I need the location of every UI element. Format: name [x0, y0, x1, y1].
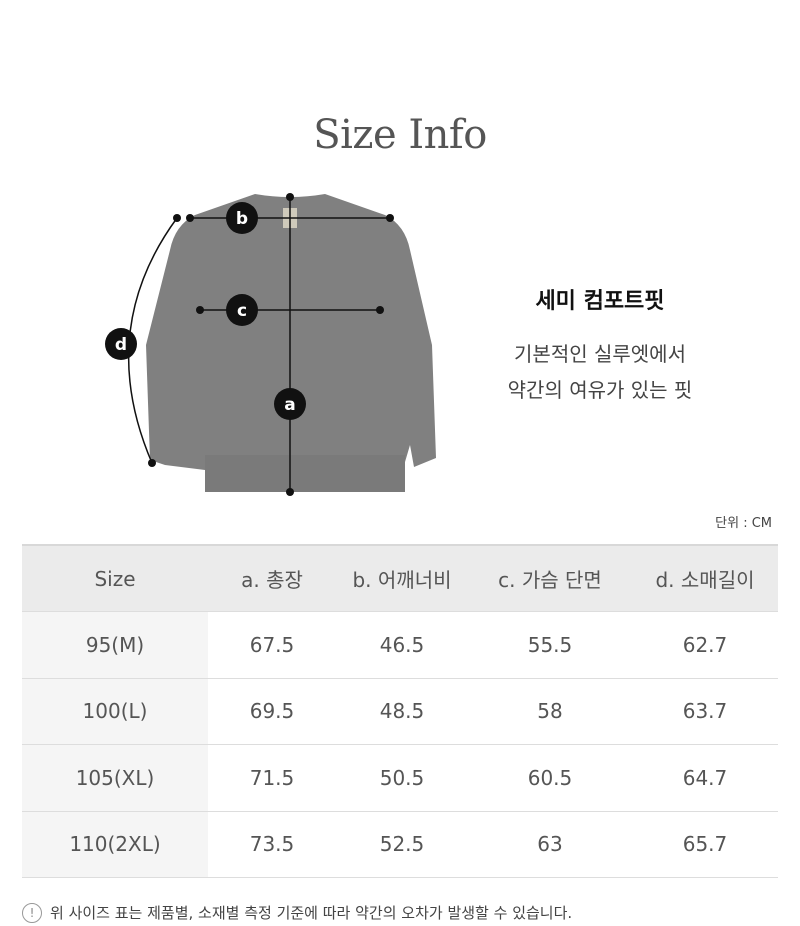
table-row: 100(L) 69.5 48.5 58 63.7 — [22, 678, 778, 745]
cell: 110(2XL) — [22, 811, 208, 878]
cell: 63 — [468, 811, 632, 878]
size-diagram: b c a d — [105, 193, 436, 496]
table-row: 105(XL) 71.5 50.5 60.5 64.7 — [22, 744, 778, 812]
fit-description: 기본적인 실루엣에서 약간의 여유가 있는 핏 — [470, 336, 730, 408]
cell: 105(XL) — [22, 744, 208, 812]
cell: 67.5 — [208, 611, 336, 679]
cell: 71.5 — [208, 744, 336, 812]
header-size: Size — [22, 544, 208, 612]
cell: 60.5 — [468, 744, 632, 812]
header-sleeve: d. 소매길이 — [632, 544, 778, 612]
cell: 69.5 — [208, 678, 336, 745]
marker-a-label: a — [284, 395, 295, 415]
page-title: Size Info — [313, 112, 487, 158]
header-length: a. 총장 — [208, 544, 336, 612]
header-shoulder: b. 어깨너비 — [336, 544, 468, 612]
header-chest: c. 가슴 단면 — [468, 544, 632, 612]
table-row: 110(2XL) 73.5 52.5 63 65.7 — [22, 811, 778, 878]
cell: 48.5 — [336, 678, 468, 745]
marker-d: d — [105, 328, 137, 360]
cell: 50.5 — [336, 744, 468, 812]
cell: 62.7 — [632, 611, 778, 679]
marker-c-label: c — [237, 301, 247, 321]
marker-b: b — [226, 202, 258, 234]
cell: 100(L) — [22, 678, 208, 745]
marker-a: a — [274, 388, 306, 420]
cell: 46.5 — [336, 611, 468, 679]
cell: 58 — [468, 678, 632, 745]
fit-name: 세미 컴포트핏 — [535, 289, 665, 314]
cell: 73.5 — [208, 811, 336, 878]
cell: 52.5 — [336, 811, 468, 878]
marker-d-label: d — [115, 335, 127, 355]
cell: 64.7 — [632, 744, 778, 812]
cell: 55.5 — [468, 611, 632, 679]
cell: 63.7 — [632, 678, 778, 745]
cell: 65.7 — [632, 811, 778, 878]
note-text: 위 사이즈 표는 제품별, 소재별 측정 기준에 따라 약간의 오차가 발생할 … — [50, 904, 573, 922]
marker-c: c — [226, 294, 258, 326]
sweatshirt-image — [146, 194, 436, 492]
sweatshirt-hem — [205, 455, 405, 492]
size-table: Size a. 총장 b. 어깨너비 c. 가슴 단면 d. 소매길이 95(M… — [22, 544, 778, 878]
unit-label: 단위 : CM — [715, 516, 772, 531]
fit-desc-line2: 약간의 여유가 있는 핏 — [507, 378, 693, 402]
marker-b-label: b — [236, 209, 248, 229]
size-note: ! 위 사이즈 표는 제품별, 소재별 측정 기준에 따라 약간의 오차가 발생… — [22, 902, 572, 923]
table-header-row: Size a. 총장 b. 어깨너비 c. 가슴 단면 d. 소매길이 — [22, 544, 778, 612]
cell: 95(M) — [22, 611, 208, 679]
fit-desc-line1: 기본적인 실루엣에서 — [514, 342, 686, 366]
table-row: 95(M) 67.5 46.5 55.5 62.7 — [22, 611, 778, 679]
exclamation-circle-icon: ! — [22, 902, 42, 923]
